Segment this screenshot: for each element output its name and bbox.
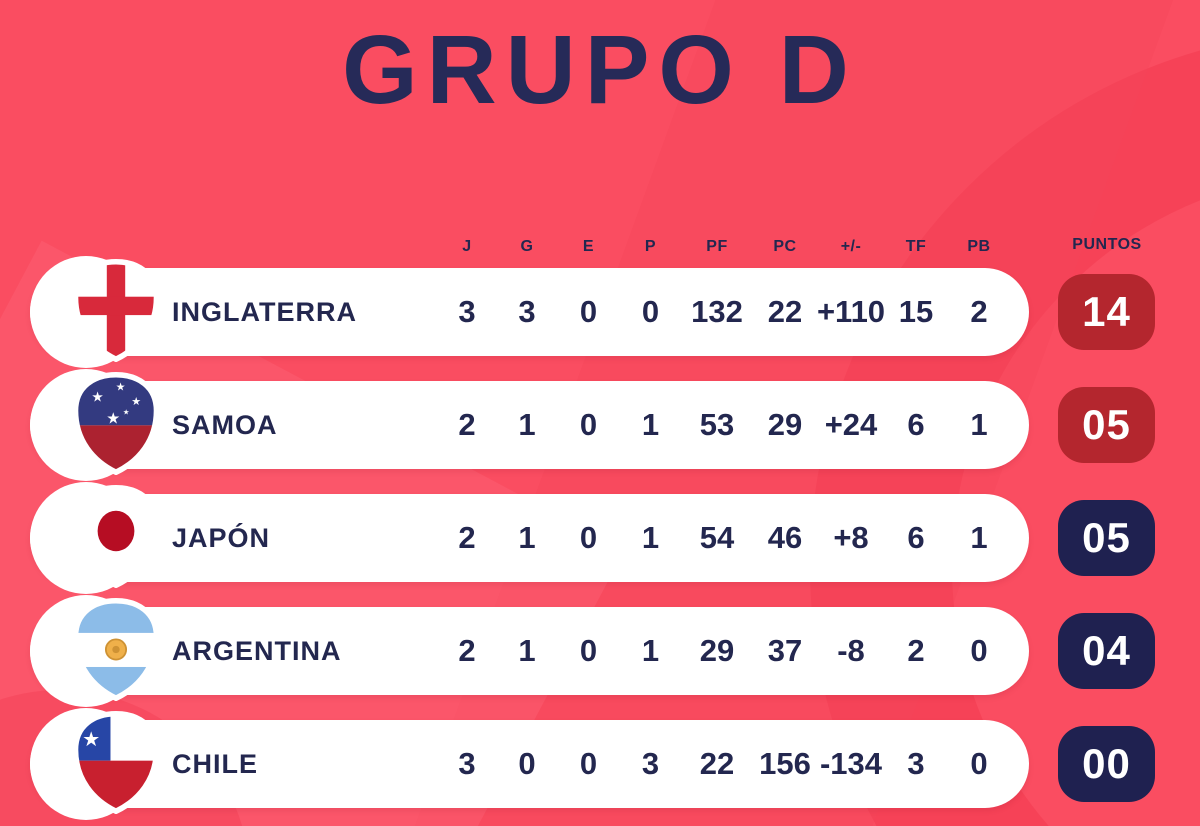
row-pill <box>30 720 1029 808</box>
stat-p: 1 <box>641 520 660 555</box>
stat-diff: +110 <box>816 294 886 329</box>
team-name: JAPÓN <box>172 523 271 553</box>
header-j: J <box>462 238 472 255</box>
team-name: ARGENTINA <box>172 636 342 666</box>
table-row: INGLATERRA 3 3 0 0 132 22 +110 15 2 14 <box>0 256 1200 368</box>
stat-diff: -134 <box>819 746 883 781</box>
svg-text:★: ★ <box>82 729 100 751</box>
stat-g: 1 <box>518 633 536 668</box>
row-stats: 3 3 0 0 132 22 +110 15 2 <box>438 268 1010 356</box>
table-row: ARGENTINA 2 1 0 1 29 37 -8 2 0 04 <box>0 595 1200 707</box>
england-flag-icon <box>72 259 160 362</box>
chile-flag-icon: ★ <box>72 711 160 814</box>
stat-j: 2 <box>458 407 476 442</box>
header-pc: PC <box>773 238 797 255</box>
row-pill <box>30 494 1029 582</box>
points-badge: 14 <box>1058 274 1155 350</box>
stat-pf: 53 <box>699 407 735 442</box>
stat-e: 0 <box>579 633 598 668</box>
stat-e: 0 <box>579 407 598 442</box>
stat-j: 3 <box>458 746 476 781</box>
stat-g: 1 <box>518 407 536 442</box>
stat-p: 0 <box>641 294 660 329</box>
header-tf: TF <box>905 238 927 255</box>
stat-e: 0 <box>579 746 598 781</box>
svg-text:★: ★ <box>106 411 120 428</box>
row-stats: 2 1 0 1 29 37 -8 2 0 <box>438 607 1010 695</box>
stat-p: 1 <box>641 633 660 668</box>
table-row: ★ ★ ★ ★ ★ SAMOA 2 1 0 1 53 29 +24 6 1 05 <box>0 369 1200 481</box>
stat-j: 3 <box>458 294 476 329</box>
stat-pb: 1 <box>970 520 988 555</box>
stat-diff: -8 <box>837 633 865 668</box>
stat-pf: 132 <box>691 294 743 329</box>
stat-pc: 156 <box>759 746 811 781</box>
stat-pb: 0 <box>970 746 988 781</box>
points-badge: 00 <box>1058 726 1155 802</box>
stat-tf: 6 <box>907 520 925 555</box>
argentina-flag-icon <box>72 598 160 701</box>
stat-pc: 46 <box>767 520 803 555</box>
svg-text:★: ★ <box>131 396 141 408</box>
stat-diff: +8 <box>833 520 869 555</box>
header-pf: PF <box>706 238 728 255</box>
stat-g: 0 <box>518 746 536 781</box>
stat-p: 1 <box>641 407 660 442</box>
svg-text:★: ★ <box>116 381 126 393</box>
header-g: G <box>520 238 534 255</box>
row-pill <box>30 381 1029 469</box>
header-diff: +/- <box>840 238 862 255</box>
stat-tf: 6 <box>907 407 925 442</box>
header-p: P <box>644 238 657 255</box>
column-headers: J G E P PF PC +/- TF PB <box>438 236 1010 258</box>
stat-tf: 3 <box>907 746 925 781</box>
stat-tf: 2 <box>907 633 925 668</box>
page-title: GRUPO D <box>342 15 858 124</box>
table-row: ★ CHILE 3 0 0 3 22 156 -134 3 0 00 <box>0 708 1200 820</box>
japan-flag-icon <box>72 485 160 588</box>
stat-j: 2 <box>458 520 476 555</box>
stat-pb: 1 <box>970 407 988 442</box>
stat-pf: 22 <box>699 746 735 781</box>
row-stats: 3 0 0 3 22 156 -134 3 0 <box>438 720 1010 808</box>
svg-text:★: ★ <box>123 407 130 416</box>
points-badge: 05 <box>1058 500 1155 576</box>
row-stats: 2 1 0 1 53 29 +24 6 1 <box>438 381 1010 469</box>
svg-text:★: ★ <box>91 389 103 404</box>
header-pb: PB <box>967 238 991 255</box>
stat-g: 3 <box>518 294 536 329</box>
stat-pc: 37 <box>767 633 803 668</box>
team-name: INGLATERRA <box>172 297 357 327</box>
stat-diff: +24 <box>824 407 878 442</box>
points-badge: 04 <box>1058 613 1155 689</box>
stat-g: 1 <box>518 520 536 555</box>
table-row: JAPÓN 2 1 0 1 54 46 +8 6 1 05 <box>0 482 1200 594</box>
row-pill <box>30 607 1029 695</box>
team-name: CHILE <box>172 749 258 779</box>
stat-pc: 29 <box>767 407 803 442</box>
points-badge: 05 <box>1058 387 1155 463</box>
stat-e: 0 <box>579 294 598 329</box>
row-stats: 2 1 0 1 54 46 +8 6 1 <box>438 494 1010 582</box>
stat-pb: 0 <box>970 633 988 668</box>
stat-pf: 29 <box>699 633 735 668</box>
row-pill <box>30 268 1029 356</box>
samoa-flag-icon: ★ ★ ★ ★ ★ <box>72 372 160 475</box>
header-e: E <box>582 238 595 255</box>
stat-tf: 15 <box>898 294 934 329</box>
stat-j: 2 <box>458 633 476 668</box>
stat-e: 0 <box>579 520 598 555</box>
points-header: PUNTOS <box>1072 236 1142 253</box>
stat-pc: 22 <box>767 294 803 329</box>
stat-p: 3 <box>641 746 660 781</box>
stat-pf: 54 <box>699 520 735 555</box>
stat-pb: 2 <box>970 294 988 329</box>
team-name: SAMOA <box>172 410 278 440</box>
